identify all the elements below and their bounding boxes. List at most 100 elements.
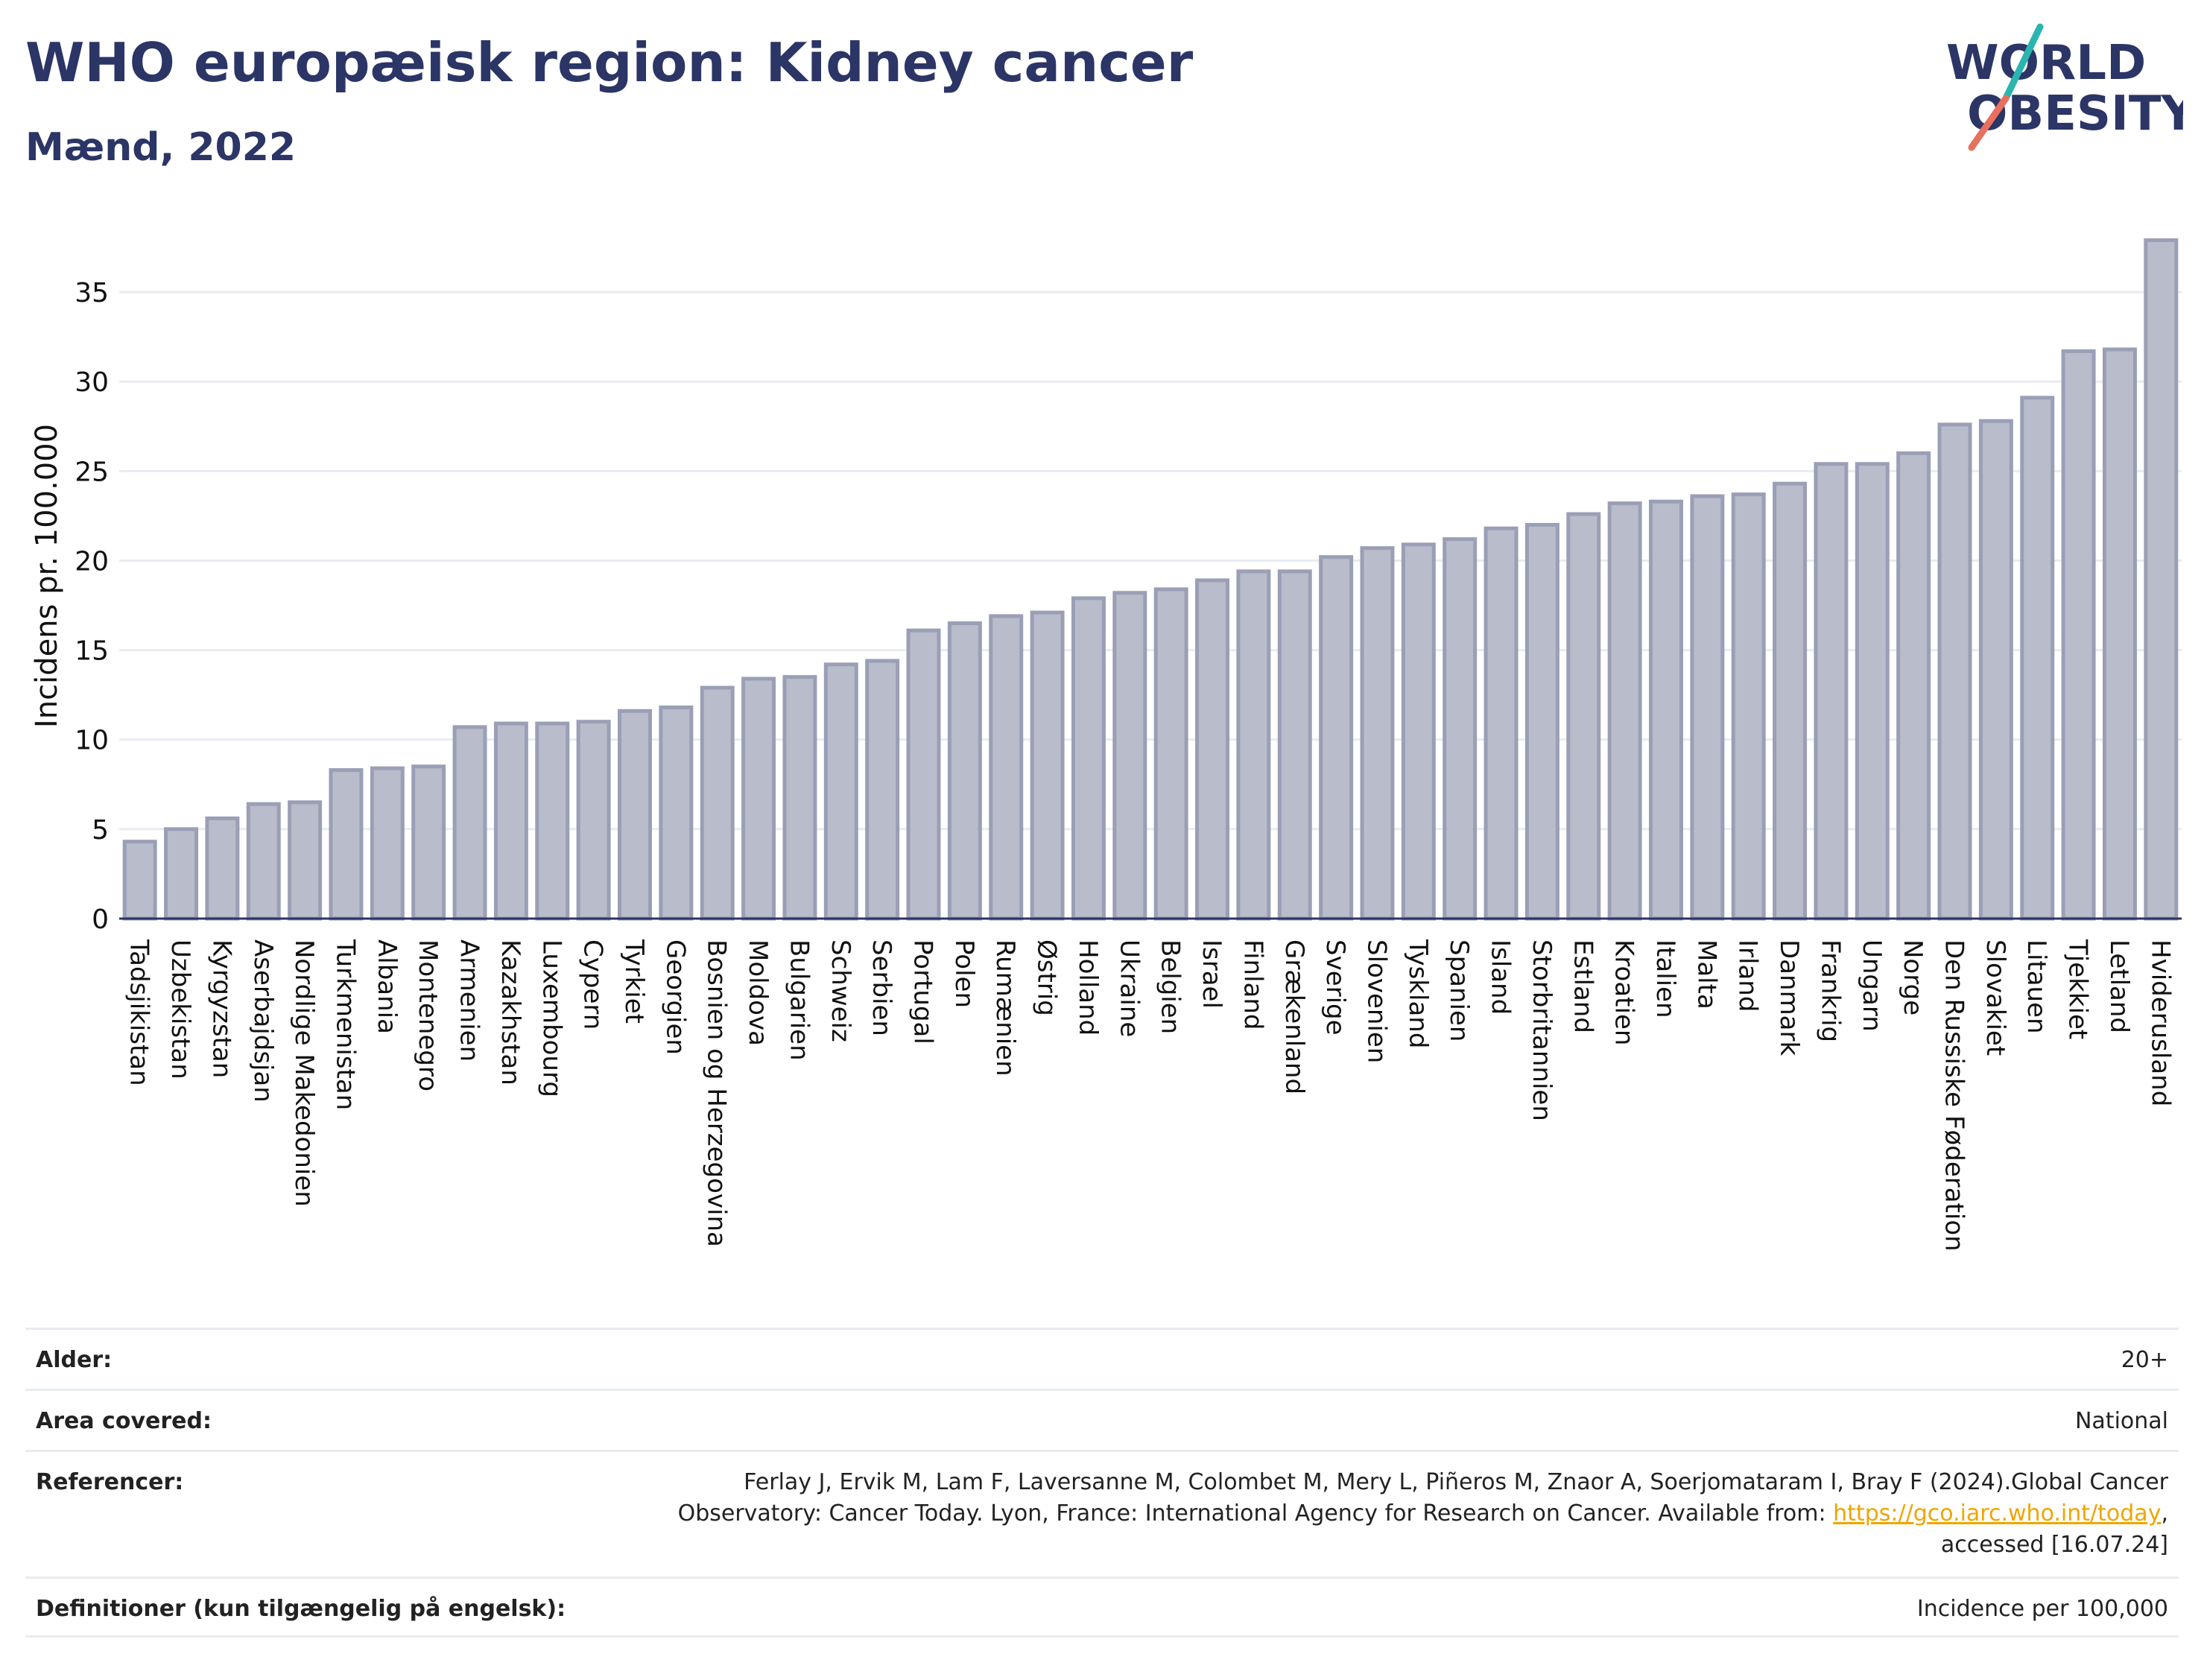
bar [1773, 481, 1808, 921]
x-tick-label: Albania [372, 939, 402, 1034]
bar [1814, 462, 1849, 921]
meta-age-label: Alder: [36, 1347, 113, 1373]
bar [576, 720, 611, 921]
x-tick-label: Polen [949, 939, 979, 1008]
x-tick-label: Schweiz [826, 939, 855, 1042]
x-tick-label: Portugal [908, 939, 938, 1045]
bar [906, 628, 941, 921]
x-tick-label: Østrig [1032, 939, 1062, 1016]
y-tick-label: 30 [75, 367, 109, 398]
bar [1978, 419, 2013, 921]
bar [865, 659, 900, 921]
bar [452, 725, 487, 921]
x-tick-label: Uzbekistan [165, 939, 195, 1080]
x-tick-label: Holland [1073, 939, 1103, 1036]
y-tick-label: 0 [92, 904, 109, 935]
x-tick-label: Rumænien [990, 939, 1020, 1077]
bar [1566, 512, 1601, 921]
x-tick-label: Sverige [1320, 939, 1350, 1036]
x-tick-label: Montenegro [413, 939, 443, 1091]
y-tick-label: 25 [75, 457, 109, 487]
logo-line1: WORLD [1946, 36, 2146, 91]
bar [288, 800, 323, 921]
x-tick-label: Bosnien og Herzegovina [702, 939, 732, 1247]
x-tick-label: Armenien [455, 939, 484, 1062]
x-tick-label: Hviderusland [2145, 939, 2175, 1106]
y-axis-label: Incidens pr. 100.000 [30, 424, 64, 728]
bar [1483, 526, 1519, 921]
bar [205, 816, 240, 921]
x-tick-label: Georgien [660, 939, 690, 1055]
x-tick-label: Kyrgyzstan [206, 939, 236, 1078]
meta-age-value: 20+ [2121, 1347, 2168, 1373]
x-tick-label: Storbritannien [1527, 939, 1557, 1121]
bar [1112, 591, 1147, 921]
meta-ref-line2-text: Observatory: Cancer Today. Lyon, France:… [677, 1500, 1834, 1527]
bar [782, 675, 817, 921]
meta-row-references: Referencer: Ferlay J, Ervik M, Lam F, La… [25, 1450, 2179, 1576]
x-tick-label: Island [1486, 939, 1516, 1015]
bar [1937, 422, 1972, 921]
x-tick-label: Serbien [867, 939, 896, 1036]
bar-chart: 0 5 10 15 20 25 30 35 Tadsjikistan Uzbekistan Kyr… [30, 238, 2182, 1252]
meta-ref-line2: Observatory: Cancer Today. Lyon, France:… [678, 1498, 2168, 1530]
x-tick-label: Malta [1691, 939, 1721, 1009]
bar [1524, 522, 1559, 921]
bar [1236, 569, 1271, 921]
x-tick-label: Bulgarien [784, 939, 814, 1061]
meta-area-value: National [2074, 1408, 2168, 1434]
y-tick-label: 15 [75, 636, 109, 667]
meta-ref-label: Referencer: [36, 1469, 184, 1495]
x-tick-label: Norge [1898, 939, 1928, 1015]
bar [823, 662, 858, 921]
x-tick-label: Spanien [1444, 939, 1474, 1042]
bar [1319, 555, 1354, 921]
x-tick-label: Kazakhstan [495, 939, 525, 1085]
x-tick-label: Finland [1238, 939, 1267, 1030]
x-tick-label: Israel [1197, 939, 1226, 1009]
x-tick-label: Tjekkiet [2063, 939, 2093, 1039]
bar [1896, 451, 1931, 921]
x-tick-label: Aserbajdsjan [248, 939, 278, 1103]
x-tick-label: Belgien [1156, 939, 1185, 1034]
logo-line2: OBESITY [1967, 86, 2183, 142]
chart-subtitle: Mænd, 2022 [25, 125, 297, 170]
meta-def-value: Incidence per 100,000 [1916, 1596, 2168, 1622]
bar [246, 802, 281, 921]
bar [1443, 537, 1478, 921]
bar [370, 766, 405, 921]
x-tick-label: Cypern [578, 939, 608, 1030]
logo-slash-coral [1968, 95, 2010, 151]
bar [700, 685, 735, 921]
x-tick-label: Slovakiet [1980, 939, 2010, 1056]
bar [1731, 492, 1766, 921]
x-tick-label: Irland [1733, 939, 1763, 1012]
x-tick-label: Litauen [2021, 939, 2051, 1034]
meta-ref-value: Ferlay J, Ervik M, Lam F, Laversanne M, … [678, 1467, 2168, 1561]
bar [164, 827, 199, 921]
x-tick-label: Tyskland [1403, 939, 1433, 1048]
x-tick-label: Estland [1568, 939, 1597, 1033]
bar [411, 764, 446, 921]
x-tick-label: Tadsjikistan [124, 939, 154, 1086]
x-tick-label: Frankrig [1815, 939, 1845, 1042]
bar [989, 614, 1024, 921]
bar [1030, 610, 1065, 921]
bar [618, 709, 652, 921]
x-tick-label: Ukraine [1114, 939, 1144, 1037]
bar [1153, 587, 1188, 921]
x-tick-label: Tyrkiet [619, 939, 649, 1024]
meta-ref-line3: accessed [16.07.24] [1940, 1532, 2168, 1558]
bar [329, 768, 364, 921]
bar [2020, 396, 2055, 921]
bar [741, 676, 776, 921]
bar [947, 621, 982, 921]
x-tick-label: Slovenien [1361, 939, 1391, 1063]
bar [1607, 501, 1642, 921]
y-tick-label: 5 [92, 815, 109, 846]
world-obesity-logo: WORLD OBESITY [1946, 23, 2183, 151]
meta-ref-link[interactable]: https://gco.iarc.who.int/today [1833, 1500, 2162, 1527]
x-tick-label: Ungarn [1857, 939, 1887, 1032]
bar [1690, 494, 1725, 921]
logo-slash-teal [2002, 23, 2044, 102]
